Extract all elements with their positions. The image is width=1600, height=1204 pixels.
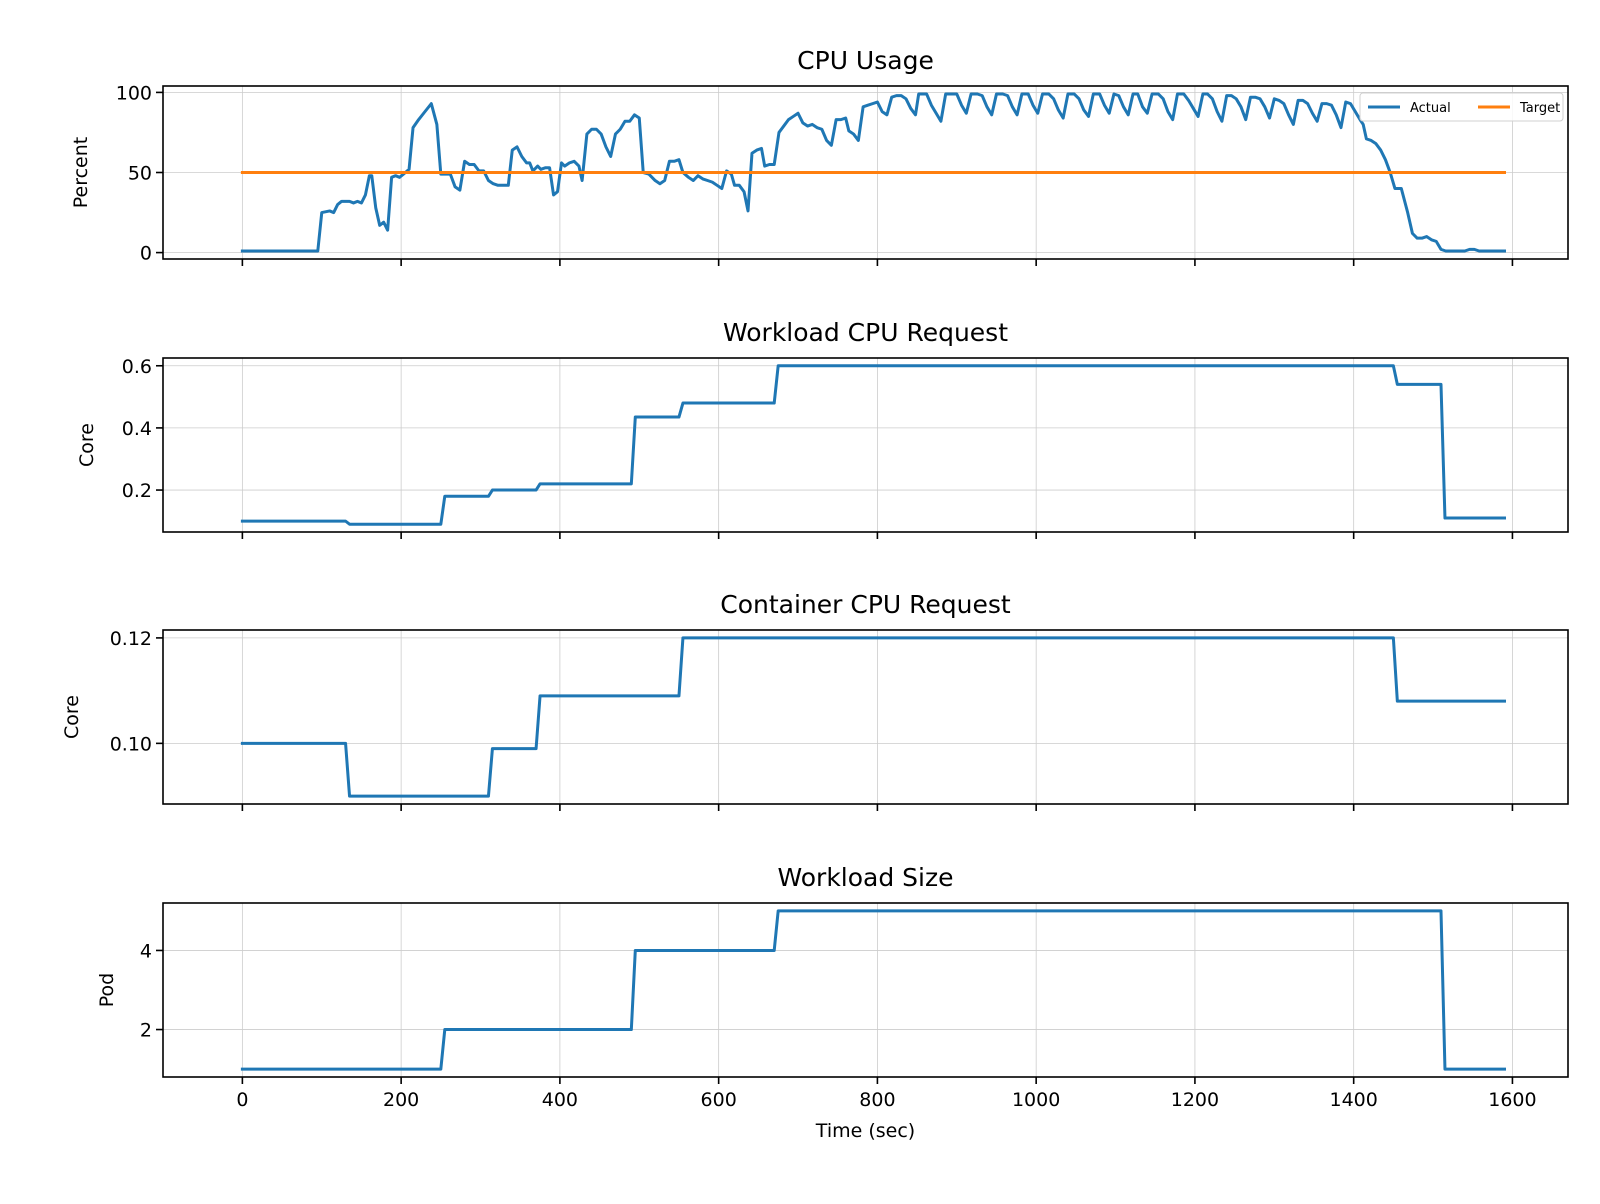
x-tick-label: 1600: [1488, 1089, 1536, 1111]
x-tick-label: 600: [701, 1089, 737, 1111]
y-tick-label: 0.6: [122, 356, 152, 378]
x-tick-label: 1400: [1329, 1089, 1377, 1111]
subplot-2: 0.2 0.4 0.6 Workload CPU Request Core: [76, 318, 1569, 539]
y-tick-label: 50: [128, 163, 152, 185]
subplot-3: 0.10 0.12 Container CPU Request Core: [61, 590, 1569, 811]
x-tick-label: 1200: [1171, 1089, 1219, 1111]
y-tick-label: 2: [140, 1020, 152, 1042]
subplot-1: 0 50 100 CPU Usage Percent Actual Target: [70, 46, 1569, 266]
series-line-value: [240, 636, 1506, 798]
subplot-title: Workload CPU Request: [723, 318, 1008, 347]
x-tick-label: 0: [236, 1089, 248, 1111]
y-axis-label: Percent: [70, 137, 92, 209]
y-tick-label: 100: [116, 82, 152, 104]
axes-frame: [162, 629, 1569, 805]
x-tick-label: 400: [542, 1089, 578, 1111]
y-tick-label: 0.10: [110, 733, 152, 755]
y-tick-label: 0.2: [122, 480, 152, 502]
x-tick-label: 1000: [1012, 1089, 1060, 1111]
legend: Actual Target: [1359, 92, 1564, 122]
y-axis-label: Pod: [96, 973, 118, 1007]
axes-frame: [162, 357, 1569, 533]
y-tick-label: 0.12: [110, 628, 152, 650]
subplot-title: CPU Usage: [797, 46, 934, 75]
subplot-title: Container CPU Request: [720, 590, 1011, 619]
x-axis-label: Time (sec): [815, 1120, 915, 1142]
y-axis-label: Core: [76, 423, 98, 467]
subplot-title: Workload Size: [777, 863, 953, 892]
y-tick-label: 4: [140, 940, 152, 962]
y-axis-label: Core: [61, 695, 83, 739]
y-tick-label: 0.4: [122, 418, 152, 440]
legend-label-actual: Actual: [1410, 101, 1451, 116]
axes-frame: [162, 902, 1569, 1078]
series-line-value: [240, 364, 1506, 526]
y-tick-label: 0: [140, 243, 152, 265]
x-tick-label: 800: [859, 1089, 895, 1111]
x-tick-label: 200: [383, 1089, 419, 1111]
subplot-4: 0 200 400 600 800 1000 1200 1400 1600 2 4 Workload …: [96, 863, 1569, 1142]
legend-label-target: Target: [1519, 101, 1560, 116]
legend-box: [1359, 92, 1564, 122]
series-line-value: [240, 909, 1506, 1071]
